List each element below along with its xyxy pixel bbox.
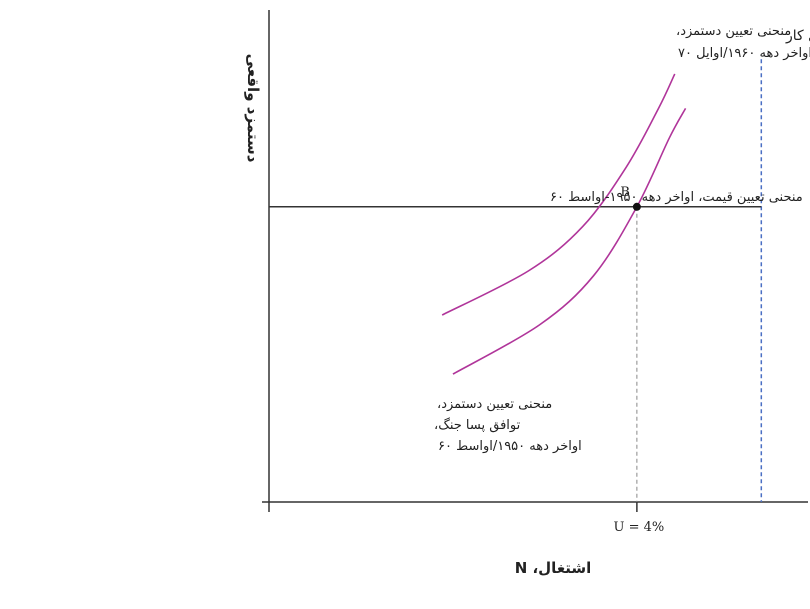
lower-wage-label-line-1: منحنی تعیین دستمزد، xyxy=(437,397,552,412)
chart-marks xyxy=(269,59,763,512)
y-axis-label: دستمزد واقعی xyxy=(244,54,262,163)
lower-wage-label-line-2: توافق پسا جنگ، xyxy=(434,417,521,433)
labor-force-label: نیروی کار xyxy=(785,28,810,44)
lower-wage-label-line-3: اواخر دهه ۱۹۵۰/اواسط ۶۰ xyxy=(438,439,582,454)
point-b-label: B xyxy=(620,185,630,200)
wage-setting-curve-upper xyxy=(441,73,676,316)
upper-wage-label-line-1: منحنی تعیین دستمزد، xyxy=(676,24,791,39)
price-setting-label: منحنی تعیین قیمت، اواخر دهه ۱۹۵۰-اواسط ۶… xyxy=(550,190,803,205)
point-b-marker xyxy=(632,202,641,211)
wage-setting-curve-lower xyxy=(452,108,687,375)
upper-wage-label-line-2: اواخر دهه ۱۹۶۰/اوایل ۷۰ xyxy=(678,46,810,61)
x-tick-label-unemployment: U = 4% xyxy=(614,520,665,535)
x-axis-label: اشتغال، N xyxy=(515,559,592,577)
